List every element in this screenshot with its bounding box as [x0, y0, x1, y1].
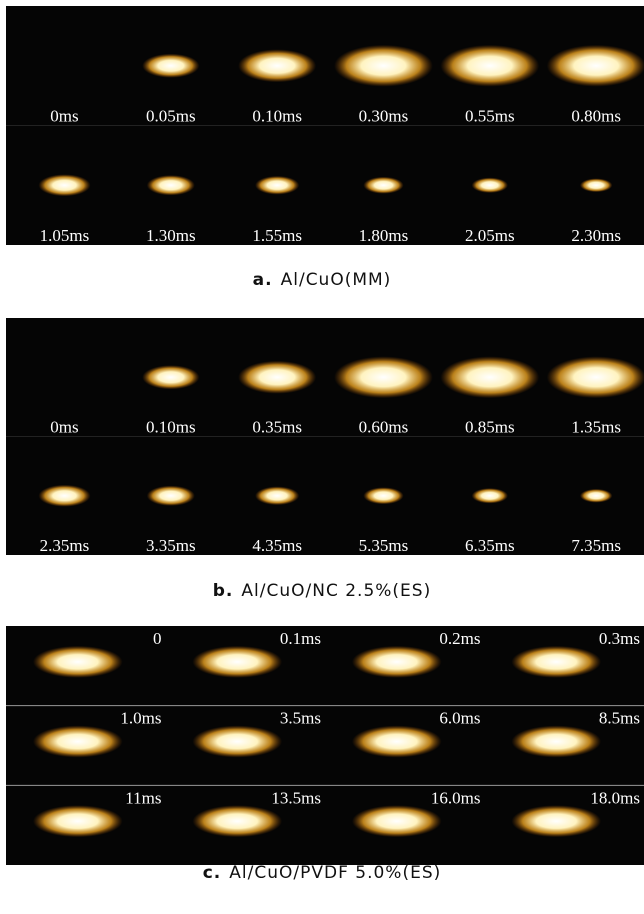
flame: [363, 487, 403, 504]
caption-label: a.: [253, 270, 273, 290]
flame: [192, 805, 282, 837]
flame: [33, 646, 123, 678]
caption-text: Al/CuO(MM): [281, 270, 392, 290]
time-label: 2.30ms: [571, 226, 621, 245]
flame: [38, 174, 90, 196]
time-label: 0.30ms: [359, 107, 409, 126]
time-label: 3.5ms: [280, 709, 321, 728]
flame: [547, 45, 644, 87]
caption-text: Al/CuO/PVDF 5.0%(ES): [229, 863, 441, 883]
flame: [255, 176, 299, 195]
flame: [511, 726, 601, 758]
flame: [472, 178, 508, 193]
time-label: 8.5ms: [599, 709, 640, 728]
time-label: 18.0ms: [590, 788, 640, 807]
flame: [363, 177, 403, 194]
caption: c. Al/CuO/PVDF 5.0%(ES): [203, 863, 442, 883]
flame: [192, 726, 282, 758]
time-label: 1.0ms: [120, 709, 161, 728]
time-label: 0.3ms: [599, 629, 640, 648]
time-label: 16.0ms: [431, 788, 481, 807]
flame: [352, 646, 442, 678]
flame: [511, 646, 601, 678]
caption-label: c.: [203, 863, 222, 883]
flame: [352, 726, 442, 758]
time-label: 0.80ms: [571, 107, 621, 126]
flame: [33, 726, 123, 758]
flame: [334, 45, 433, 87]
caption: b. Al/CuO/NC 2.5%(ES): [213, 581, 431, 601]
flame: [352, 805, 442, 837]
time-label: 6.0ms: [439, 709, 480, 728]
flame: [38, 485, 90, 507]
time-label: 1.55ms: [252, 226, 302, 245]
flame: [33, 805, 123, 837]
time-label: 0.10ms: [252, 107, 302, 126]
time-label: 0.85ms: [465, 418, 515, 437]
time-label: 3.35ms: [146, 536, 196, 555]
time-label: 0: [153, 629, 162, 648]
time-label: 1.05ms: [40, 226, 90, 245]
time-label: 0.2ms: [439, 629, 480, 648]
time-label: 4.35ms: [252, 536, 302, 555]
flame: [142, 365, 199, 389]
time-label: 1.30ms: [146, 226, 196, 245]
flame: [238, 49, 316, 82]
flame: [238, 361, 316, 394]
time-label: 2.35ms: [40, 536, 90, 555]
time-label: 0.05ms: [146, 107, 196, 126]
time-label: 0.35ms: [252, 418, 302, 437]
time-label: 0.60ms: [359, 418, 409, 437]
time-label: 6.35ms: [465, 536, 515, 555]
time-label: 13.5ms: [271, 788, 321, 807]
time-label: 1.35ms: [571, 418, 621, 437]
time-label: 1.80ms: [359, 226, 409, 245]
time-label: 0.55ms: [465, 107, 515, 126]
time-label: 0.10ms: [146, 418, 196, 437]
caption-text: Al/CuO/NC 2.5%(ES): [241, 581, 431, 601]
time-label: 5.35ms: [359, 536, 409, 555]
time-label: 7.35ms: [571, 536, 621, 555]
flame: [147, 486, 195, 506]
time-label: 0ms: [50, 418, 78, 437]
figure: 0ms 0.05ms 0.10ms 0.30ms 0.55ms 0.80ms 1.05ms 1…: [0, 0, 644, 914]
flame: [511, 805, 601, 837]
time-label: 2.05ms: [465, 226, 515, 245]
flame: [472, 488, 508, 503]
caption: a. Al/CuO(MM): [253, 270, 392, 290]
time-label: 0ms: [50, 107, 78, 126]
flame: [334, 356, 433, 398]
flame: [580, 178, 613, 192]
flame: [547, 356, 644, 398]
flame: [142, 54, 199, 78]
flame: [255, 486, 299, 505]
time-label: 0.1ms: [280, 629, 321, 648]
flame: [580, 489, 613, 503]
flame: [147, 175, 195, 195]
flame: [192, 646, 282, 678]
time-label: 11ms: [125, 788, 161, 807]
flame: [440, 356, 539, 398]
caption-label: b.: [213, 581, 234, 601]
flame: [440, 45, 539, 87]
